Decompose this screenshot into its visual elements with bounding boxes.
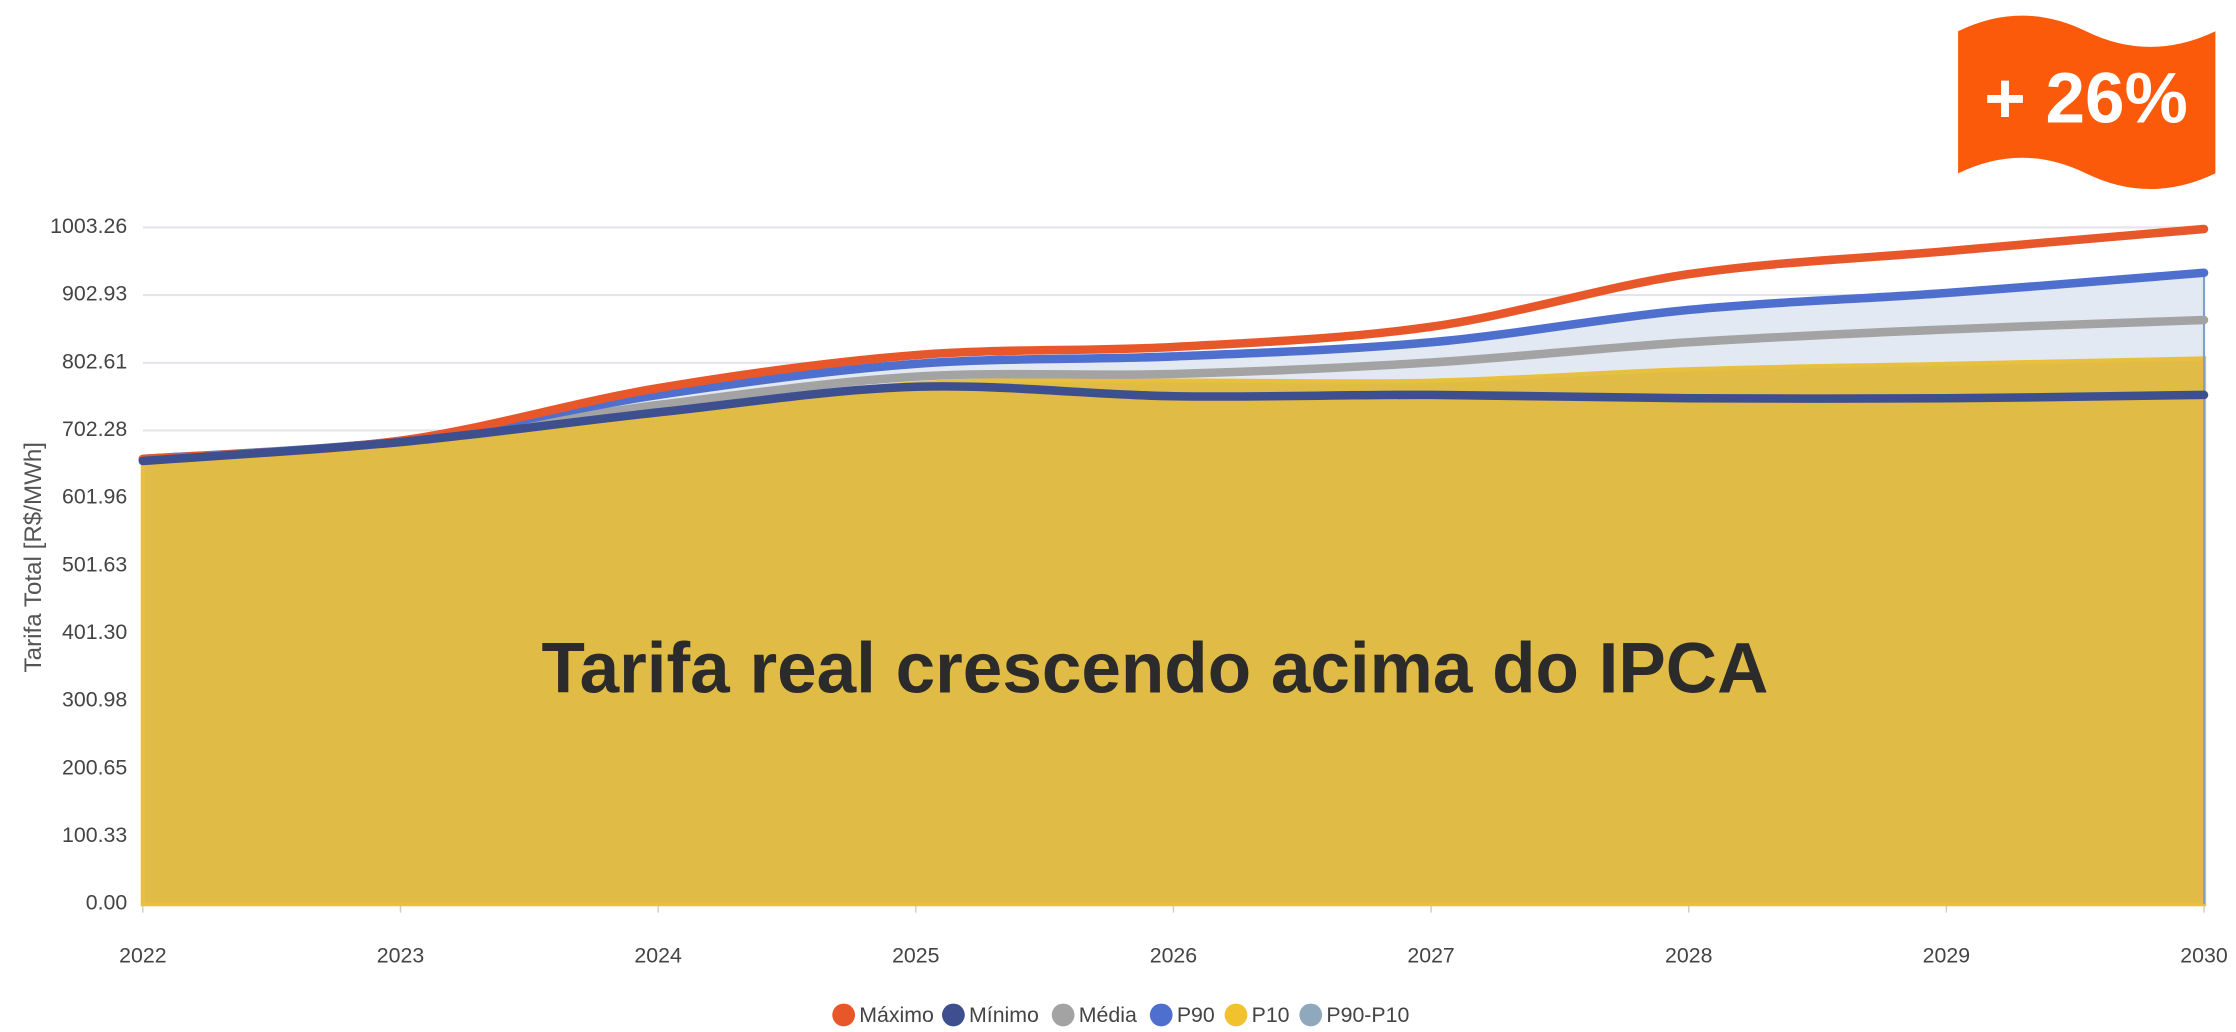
y-tick-label: 200.65 [62,755,127,779]
legend-marker [1149,1003,1173,1027]
x-tick-label: 2024 [634,943,682,967]
y-tick-label: 902.93 [62,282,127,306]
x-tick-label: 2028 [1665,943,1712,967]
x-tick-label: 2023 [377,943,424,967]
x-tick-label: 2025 [892,943,939,967]
legend-marker [1299,1003,1323,1027]
legend-marker [942,1003,965,1027]
legend-marker [1224,1003,1248,1027]
series-line [138,382,2209,466]
x-tick-label: 2026 [1150,943,1197,967]
y-tick-label: 802.61 [62,349,127,373]
badge-text: + 26% [1984,60,2187,139]
badge [1958,15,2216,190]
y-tick-label: 100.33 [62,823,127,847]
plot: 0.00 100.33 200.65 300.98 401.30 501.63 601.96… [50,214,2228,967]
annotation: Tarifa real crescendo acima do IPCA [541,630,1768,709]
y-tick-label: 501.63 [62,552,127,576]
legend-label: Mínimo [969,1003,1039,1027]
legend-label: Média [1079,1003,1137,1027]
x-tick-label: 2029 [1923,943,1970,967]
x-tick-label: 2027 [1407,943,1454,967]
y-tick-label: 702.28 [62,417,127,441]
y-tick-label: 601.96 [62,485,127,509]
y-tick-label: 1003.26 [50,214,127,238]
y-tick-label: 401.30 [62,620,127,644]
legend-label: P10 [1252,1003,1290,1027]
legend-label: Máximo [859,1003,934,1027]
legend-marker [832,1003,856,1027]
legend-label: P90 [1177,1003,1215,1027]
y-tick-label: 0.00 [86,891,128,915]
y-axis-label: Tarifa Total [R$/MWh] [20,442,47,672]
legend-marker [1051,1003,1075,1027]
legend-label: P90-P10 [1326,1003,1409,1027]
x-tick-label: 2022 [119,943,166,967]
x-tick-label: 2030 [2180,943,2228,967]
y-tick-label: 300.98 [62,688,127,712]
series-line [138,224,2209,464]
